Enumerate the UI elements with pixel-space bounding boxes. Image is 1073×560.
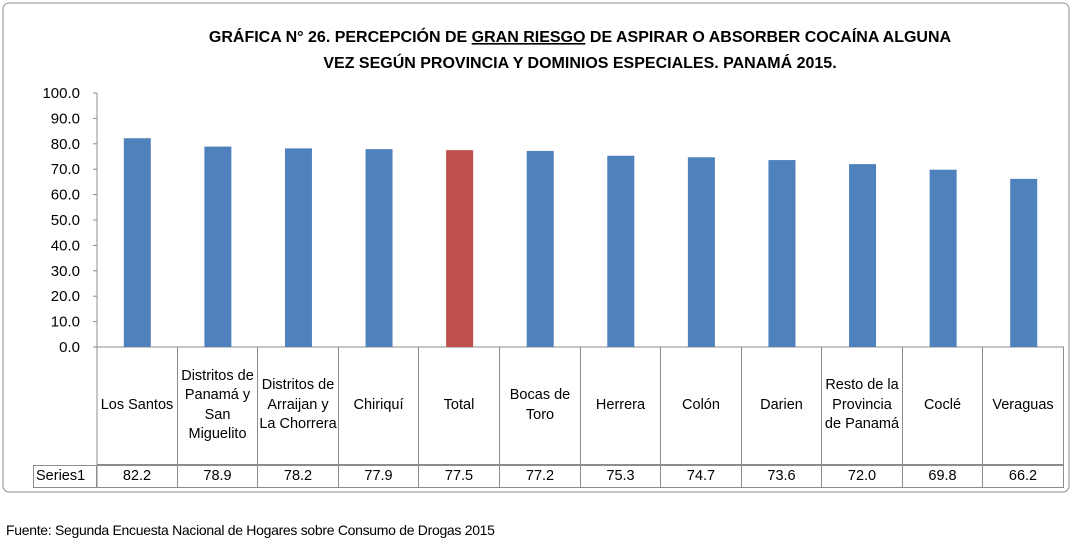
y-tick-label: 20.0 [51, 288, 80, 305]
x-tick-label: Coclé [903, 347, 983, 465]
chart-title-line: VEZ SEGÚN PROVINCIA Y DOMINIOS ESPECIALE… [323, 53, 836, 72]
x-tick-label: Distritos de Panamá y San Miguelito [178, 347, 258, 465]
data-label: 72.0 [822, 465, 903, 488]
y-tick-label: 10.0 [51, 314, 80, 331]
x-tick-label: Total [419, 347, 500, 465]
y-tick-label: 90.0 [51, 110, 80, 127]
y-tick-label: 0.0 [59, 339, 80, 356]
data-label: 69.8 [903, 465, 983, 488]
data-label: 77.5 [419, 465, 500, 488]
legend-entry: Series1 [33, 465, 97, 488]
x-tick-label: Distritos de Arraijan y La Chorrera [258, 347, 339, 465]
data-label: 66.2 [983, 465, 1064, 488]
data-label: 74.7 [661, 465, 742, 488]
x-tick-label: Chiriquí [339, 347, 419, 465]
y-tick-label: 80.0 [51, 136, 80, 153]
data-label: 77.9 [339, 465, 419, 488]
bar [607, 155, 635, 347]
y-tick-label: 70.0 [51, 161, 80, 178]
y-tick-label: 30.0 [51, 263, 80, 280]
title-part: DE ASPIRAR O ABSORBER COCAÍNA ALGUNA [590, 27, 952, 46]
data-label: 77.2 [500, 465, 581, 488]
bar [446, 150, 474, 347]
data-label: 78.9 [178, 465, 258, 488]
bar [687, 157, 715, 347]
bar [1010, 178, 1038, 347]
data-label: 78.2 [258, 465, 339, 488]
bar [204, 146, 232, 347]
bar [284, 148, 312, 347]
title-emphasis: GRAN RIESGO [472, 29, 586, 46]
x-tick-label: Veraguas [983, 347, 1064, 465]
bar [123, 138, 151, 347]
bar [929, 169, 957, 347]
x-tick-label: Resto de la Provincia de Panamá [822, 347, 903, 465]
data-label: 73.6 [742, 465, 822, 488]
y-tick-label: 100.0 [42, 85, 80, 102]
x-tick-label: Darien [742, 347, 822, 465]
x-tick-label: Los Santos [97, 347, 178, 465]
source-note: Fuente: Segunda Encuesta Nacional de Hog… [6, 522, 495, 538]
y-tick-label: 60.0 [51, 187, 80, 204]
title-part: GRÁFICA N° 26. PERCEPCIÓN DE [209, 27, 468, 46]
y-tick-label: 40.0 [51, 237, 80, 254]
bar [849, 164, 877, 347]
x-tick-label: Colón [661, 347, 742, 465]
data-label: 82.2 [97, 465, 178, 488]
y-tick-label: 50.0 [51, 212, 80, 229]
x-tick-label: Herrera [581, 347, 661, 465]
chart-title: GRÁFICA N° 26. PERCEPCIÓN DE GRAN RIESGO… [209, 27, 952, 46]
data-label: 75.3 [581, 465, 661, 488]
bar [768, 160, 796, 347]
bar [526, 150, 554, 347]
x-tick-label: Bocas de Toro [500, 347, 581, 465]
bar [365, 149, 393, 347]
